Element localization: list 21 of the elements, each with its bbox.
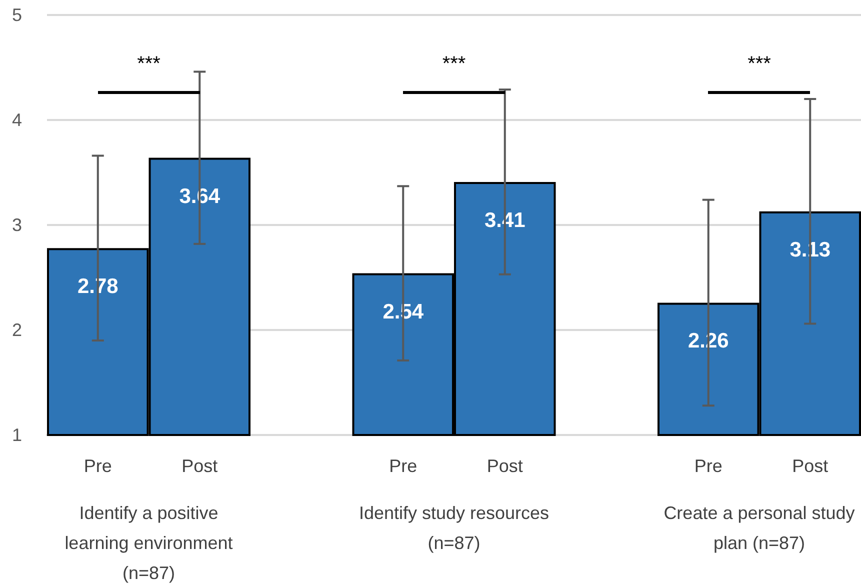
data-label: 2.78: [77, 275, 119, 298]
x-tick-label: Post: [182, 456, 218, 476]
x-tick-label: Pre: [389, 456, 418, 476]
x-tick-label: Pre: [694, 456, 722, 476]
y-tick-label: 3: [12, 215, 22, 235]
data-label: 2.26: [688, 330, 729, 353]
x-tick-label: Post: [486, 456, 523, 476]
data-label: 3.13: [790, 238, 831, 262]
text: Identify a positive learning environment (n=87): [64, 502, 234, 585]
text: Identify study resources (n=87): [358, 502, 550, 555]
y-tick-label: 5: [12, 5, 22, 25]
annotation: ***: [746, 52, 772, 76]
text: Create a personal study plan (n=87): [662, 502, 856, 555]
data-label: 3.41: [484, 208, 526, 232]
y-tick-label: 2: [12, 320, 22, 340]
y-tick-label: 4: [12, 110, 22, 130]
annotation: ***: [136, 52, 162, 76]
x-tick-label: Post: [792, 456, 828, 476]
x-tick-label: Pre: [84, 456, 112, 476]
annotation: ***: [441, 52, 467, 76]
y-tick-label: 1: [12, 425, 22, 445]
